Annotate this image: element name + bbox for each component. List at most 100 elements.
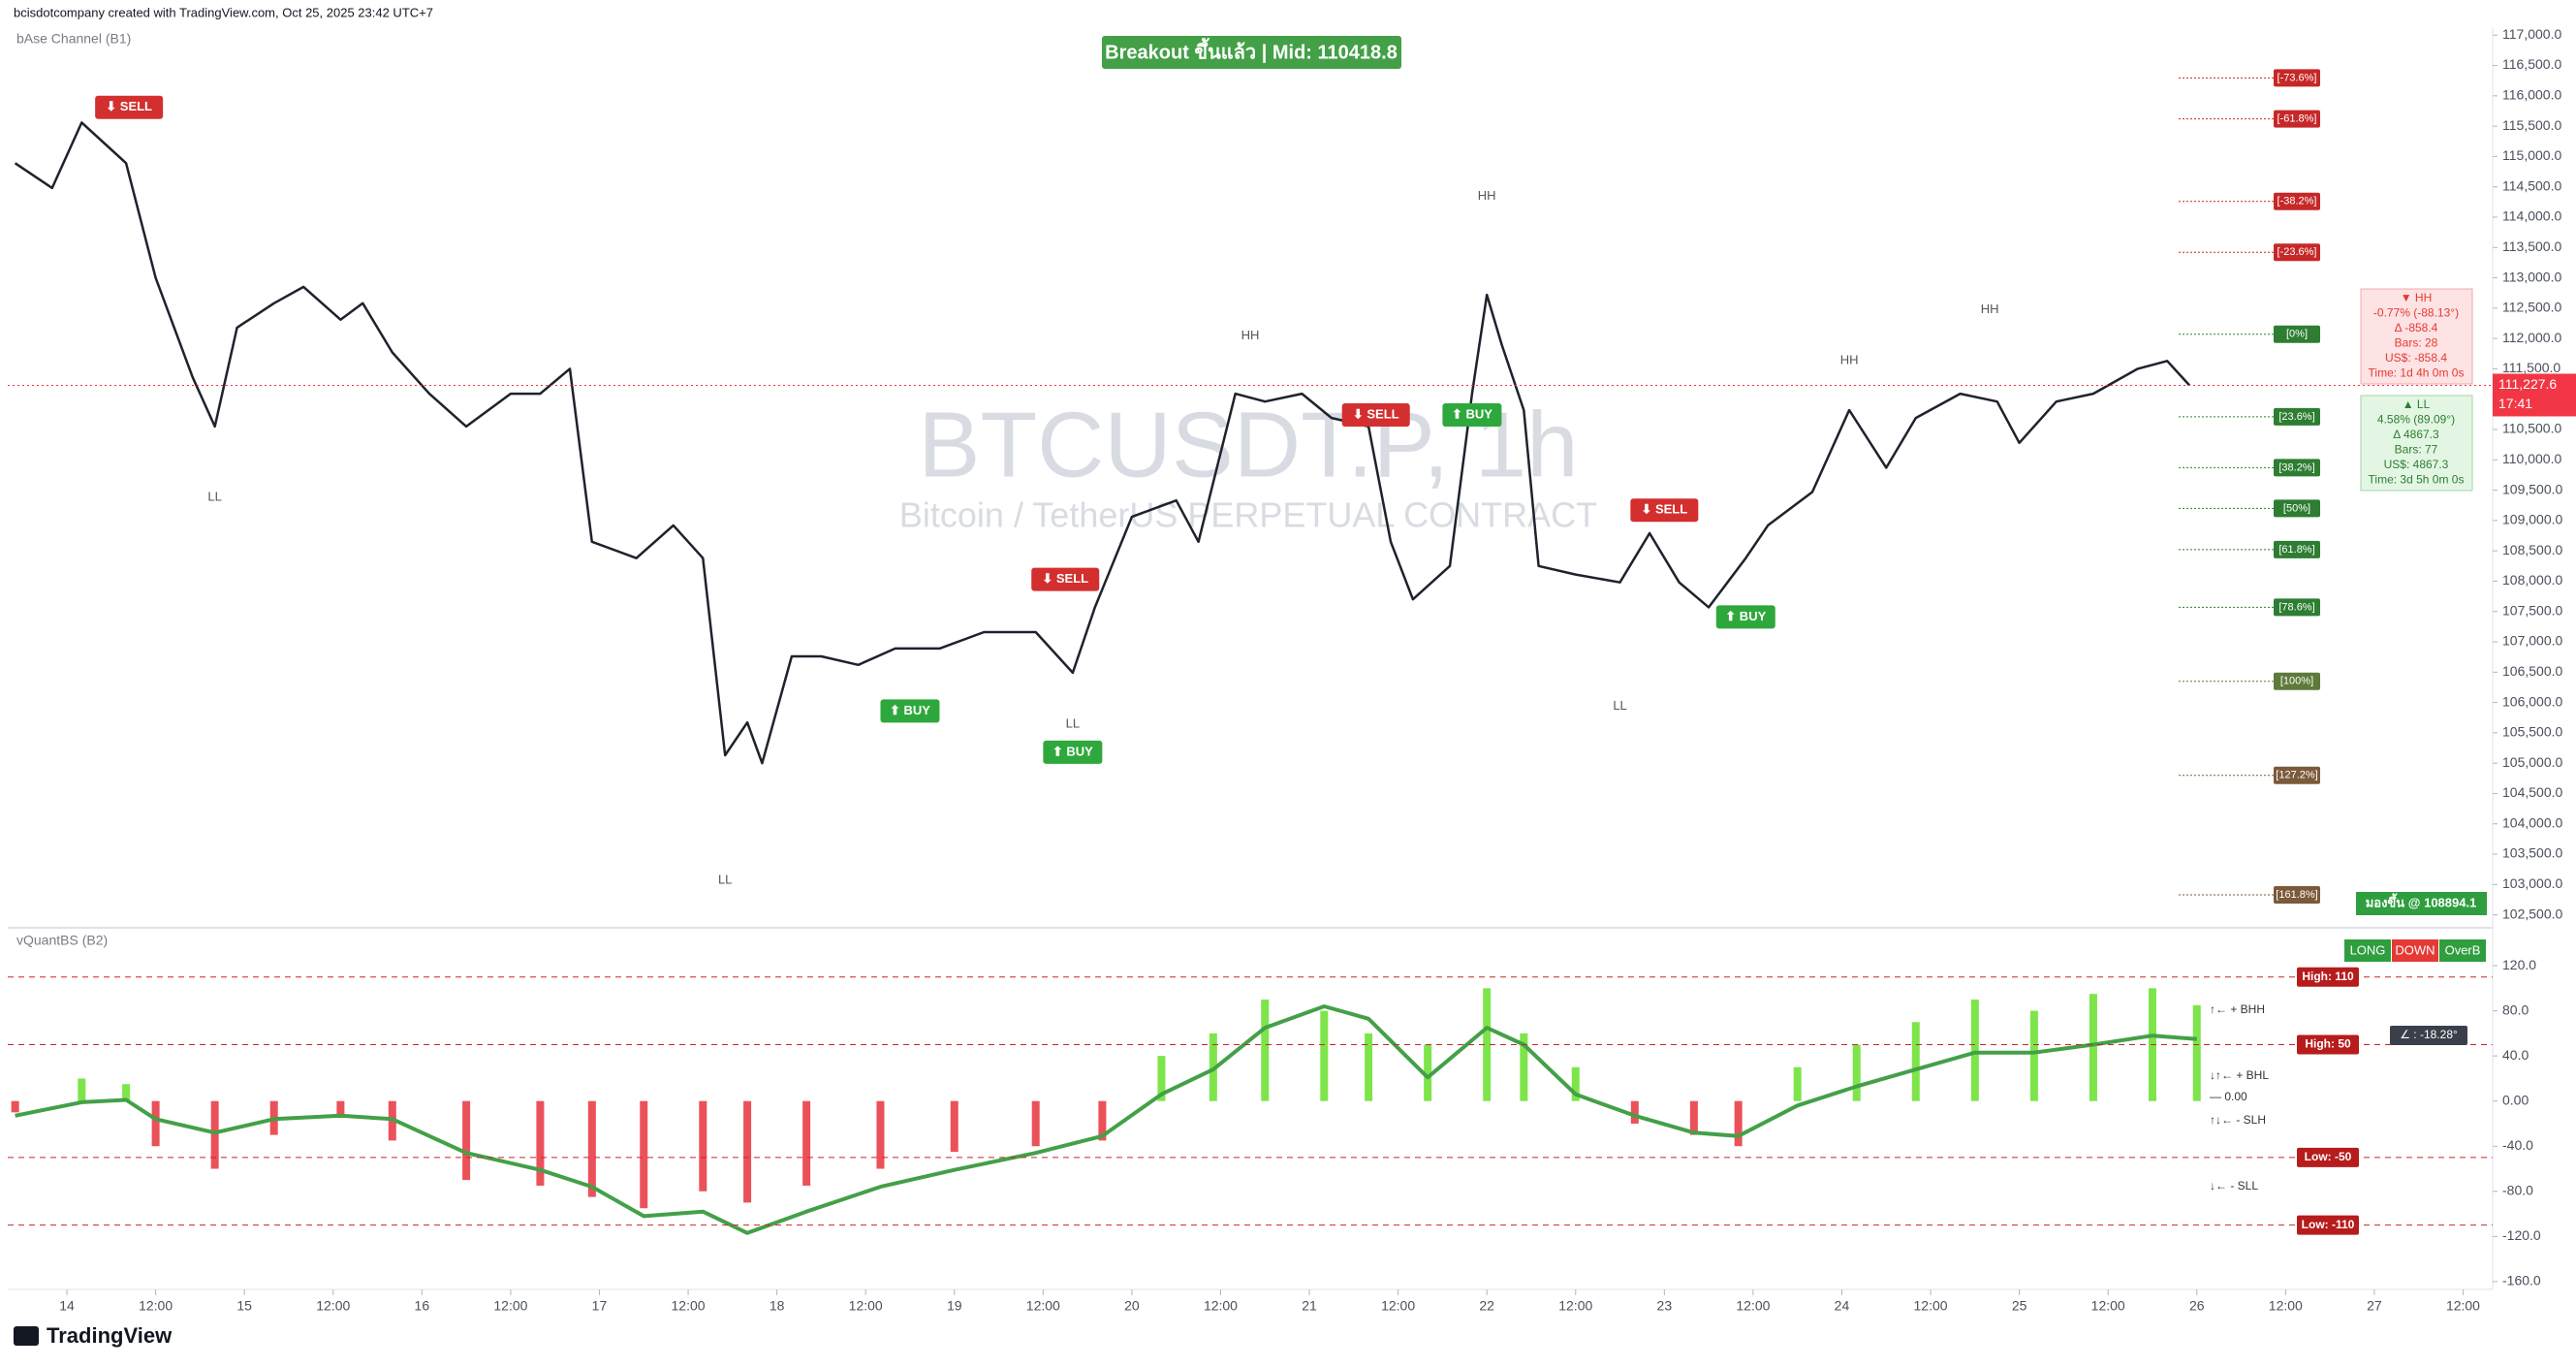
pane-title: vQuantBS (B2)	[16, 933, 108, 948]
y-tick-label: 106,000.0	[2502, 693, 2562, 709]
y-tick-label: 120.0	[2502, 957, 2536, 972]
histogram-bar	[1520, 1033, 1528, 1101]
signal-label: ⬆ BUY	[1452, 406, 1492, 421]
y-tick-label: 107,500.0	[2502, 602, 2562, 618]
logo-text: TradingView	[47, 1323, 173, 1348]
histogram-bar	[1320, 1010, 1329, 1101]
fib-tag	[2274, 407, 2320, 426]
fib-label: [-61.8%]	[2278, 113, 2317, 125]
x-tick-label: 24	[1835, 1298, 1850, 1314]
signal-label: ⬆ BUY	[1052, 744, 1093, 758]
histogram-bar	[2029, 1010, 2038, 1101]
signal-label: ⬇ SELL	[106, 99, 152, 113]
fib-label: [-73.6%]	[2278, 72, 2317, 83]
histogram-bar	[587, 1100, 596, 1197]
swing-label: LL	[1613, 698, 1626, 713]
banner	[1102, 36, 1401, 69]
y-tick-label: 104,000.0	[2502, 814, 2562, 830]
banner-text: Breakout ขึ้นแล้ว | Mid: 110418.8	[1105, 37, 1398, 63]
level-tag	[2297, 1034, 2359, 1055]
toggle-label: LONG	[2350, 942, 2386, 957]
level-label: Low: -110	[2302, 1218, 2355, 1231]
y-tick-label: 113,000.0	[2502, 269, 2561, 284]
swing-label: LL	[1066, 716, 1080, 731]
x-tick-label: 16	[415, 1298, 430, 1314]
x-tick-label: 20	[1124, 1298, 1140, 1314]
x-tick-label: 12:00	[139, 1298, 173, 1314]
x-tick-label: 18	[770, 1298, 785, 1314]
y-tick-label: 103,000.0	[2502, 875, 2562, 891]
y-tick-label: 110,500.0	[2502, 421, 2561, 436]
legend-text: — 0.00	[2210, 1090, 2247, 1103]
x-tick-label: 21	[1302, 1298, 1317, 1314]
fib-label: [78.6%]	[2278, 601, 2314, 613]
last-price-label: 111,227.6	[2498, 376, 2557, 392]
series-line	[15, 1004, 2197, 1235]
level-tag	[2297, 1215, 2359, 1235]
fib-tag	[2274, 766, 2320, 784]
signal-label: ⬆ BUY	[1725, 609, 1766, 623]
histogram-bar	[1365, 1033, 1373, 1101]
fib-label: [-23.6%]	[2278, 246, 2317, 258]
signal-tag	[95, 95, 164, 119]
histogram-bar	[950, 1100, 958, 1153]
y-tick-label: 112,000.0	[2502, 330, 2561, 345]
histogram-bar	[1793, 1066, 1802, 1101]
x-tick-label: 23	[1657, 1298, 1673, 1314]
signal-tag	[1715, 605, 1775, 629]
fib-label: [23.6%]	[2278, 411, 2314, 423]
y-tick-label: 40.0	[2502, 1047, 2529, 1063]
swing-label: LL	[718, 872, 732, 886]
y-tick-label: 102,500.0	[2502, 906, 2562, 921]
x-tick-label: 12:00	[493, 1298, 527, 1314]
fib-label: [50%]	[2283, 502, 2310, 514]
fib-label: [-38.2%]	[2278, 196, 2317, 207]
level-label: High: 50	[2305, 1037, 2351, 1051]
y-tick-label: 103,500.0	[2502, 845, 2562, 861]
histogram-bar	[1157, 1056, 1166, 1101]
histogram-bar	[1424, 1044, 1432, 1101]
histogram-bar	[743, 1100, 752, 1203]
y-tick-label: 108,500.0	[2502, 542, 2562, 557]
info-line: Δ 4867.3	[2393, 428, 2439, 441]
y-tick-label: -40.0	[2502, 1137, 2533, 1153]
y-tick-label: 105,500.0	[2502, 724, 2562, 740]
y-tick-label: 111,500.0	[2502, 360, 2560, 375]
signal-tag	[880, 699, 940, 723]
toggle-label: OverB	[2445, 942, 2481, 957]
info-box	[2360, 395, 2473, 492]
histogram-bar	[1852, 1044, 1861, 1101]
y-tick-label: -80.0	[2502, 1182, 2533, 1197]
last-time-label: 17:41	[2498, 396, 2532, 411]
y-tick-label: 116,500.0	[2502, 56, 2561, 72]
info-line: 4.58% (89.09°)	[2377, 413, 2455, 427]
histogram-bar	[11, 1100, 19, 1113]
info-line: Bars: 28	[2395, 336, 2438, 350]
fib-label: [38.2%]	[2278, 461, 2314, 473]
info-line: US$: 4867.3	[2384, 458, 2449, 471]
info-box	[2360, 288, 2473, 385]
fib-tag	[2274, 459, 2320, 477]
x-tick-label: 12:00	[2446, 1298, 2480, 1314]
info-line: ▼ HH	[2401, 291, 2433, 304]
info-line: Time: 3d 5h 0m 0s	[2369, 473, 2465, 487]
logo: TradingView	[14, 1323, 173, 1348]
fib-tag	[2274, 598, 2320, 617]
y-tick-label: 104,500.0	[2502, 784, 2562, 800]
histogram-bar	[876, 1100, 885, 1169]
fib-tag	[2274, 499, 2320, 518]
histogram-bar	[640, 1100, 648, 1209]
histogram-bar	[1098, 1100, 1107, 1141]
swing-label: HH	[1478, 188, 1496, 203]
y-tick-label: 0.00	[2502, 1092, 2529, 1107]
y-tick-label: 117,000.0	[2502, 26, 2561, 42]
histogram-bar	[1571, 1066, 1580, 1101]
x-tick-label: 15	[236, 1298, 252, 1314]
fib-tag	[2274, 325, 2320, 343]
y-tick-label: -120.0	[2502, 1227, 2541, 1243]
histogram-bar	[802, 1100, 811, 1186]
swing-label: HH	[1840, 353, 1859, 367]
info-line: ▲ LL	[2403, 397, 2431, 411]
